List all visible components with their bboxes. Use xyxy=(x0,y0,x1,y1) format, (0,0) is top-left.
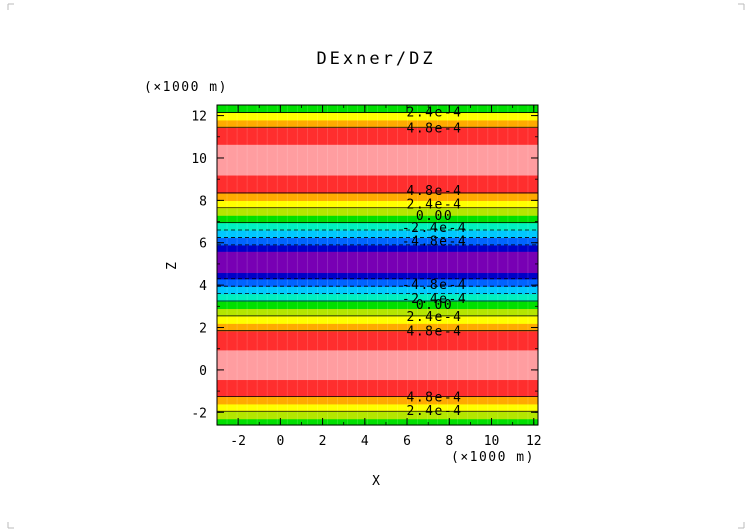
heatmap-band xyxy=(217,112,538,121)
heatmap-band xyxy=(217,286,538,295)
contour-label: 2.4e-4 xyxy=(407,404,463,419)
contour-label: -2.4e-4 xyxy=(402,292,467,307)
heatmap-band xyxy=(217,396,538,405)
y-tick-label: 10 xyxy=(191,152,207,167)
heatmap-band xyxy=(217,315,538,324)
heatmap-band xyxy=(217,207,538,216)
x-tick-label: -2 xyxy=(230,434,246,449)
heatmap-band xyxy=(217,119,538,128)
contour-label: -4.8e-4 xyxy=(402,278,467,293)
contour-label: 0.00 xyxy=(416,298,453,313)
contour-label: 0.00 xyxy=(416,209,453,224)
contour-labels: 2.4e-44.8e-44.8e-42.4e-40.00-2.4e-4-4.8e… xyxy=(402,105,467,419)
contour-label: 4.8e-4 xyxy=(407,325,463,340)
x-tick-label: 6 xyxy=(403,434,411,449)
heatmap-band xyxy=(217,418,538,426)
y-axis-ticks: -2 0 2 4 6 8 10 12 xyxy=(191,110,538,421)
contour-label: 2.4e-4 xyxy=(407,105,463,120)
heatmap-bands xyxy=(217,105,538,426)
heatmap-band xyxy=(217,272,538,280)
heatmap-band xyxy=(217,144,538,176)
heatmap-band xyxy=(217,379,538,397)
heatmap-band xyxy=(217,105,538,114)
x-tick-label: 8 xyxy=(445,434,453,449)
y-tick-label: 8 xyxy=(199,194,207,209)
heatmap-band xyxy=(217,174,538,194)
contour-label: 4.8e-4 xyxy=(407,390,463,405)
x-tick-label: 2 xyxy=(319,434,327,449)
heatmap-band xyxy=(217,237,538,246)
heatmap-band xyxy=(217,251,538,274)
heatmap-band xyxy=(217,222,538,231)
x-axis-label: X xyxy=(372,474,380,489)
chart-title: DExner/DZ xyxy=(316,49,435,69)
y-axis-unit: (×1000 m) xyxy=(144,80,228,95)
y-axis-label: Z xyxy=(165,262,180,270)
y-tick-label: -2 xyxy=(191,406,207,421)
heatmap-band xyxy=(217,244,538,252)
plot-frame xyxy=(216,104,539,426)
heatmap-band xyxy=(217,127,538,145)
x-axis-unit: (×1000 m) xyxy=(451,450,535,465)
heatmap-band xyxy=(217,215,538,224)
heatmap-band xyxy=(217,200,538,209)
contour-label: -4.8e-4 xyxy=(402,235,467,250)
y-tick-label: 12 xyxy=(191,110,207,125)
contour-label: 4.8e-4 xyxy=(407,121,463,136)
heatmap-band xyxy=(217,411,538,420)
heatmap-band xyxy=(217,308,538,317)
contour-label: 2.4e-4 xyxy=(407,198,463,213)
contour-label: 4.8e-4 xyxy=(407,184,463,199)
heatmap-band xyxy=(217,403,538,412)
x-tick-label: 12 xyxy=(526,434,542,449)
heatmap-band xyxy=(217,301,538,310)
y-tick-label: 2 xyxy=(199,322,207,337)
page-corner-marks xyxy=(7,3,745,529)
heatmap-band xyxy=(217,330,538,351)
x-tick-label: 10 xyxy=(484,434,500,449)
contour-label: 2.4e-4 xyxy=(407,310,463,325)
contour-lines xyxy=(217,112,538,412)
x-tick-label: 4 xyxy=(361,434,369,449)
x-tick-label: 0 xyxy=(276,434,284,449)
y-tick-label: 0 xyxy=(199,364,207,379)
heatmap-band xyxy=(217,192,538,201)
heatmap-band xyxy=(217,323,538,332)
heatmap-band xyxy=(217,349,538,381)
heatmap-band xyxy=(217,293,538,302)
contour-label: -2.4e-4 xyxy=(402,221,467,236)
heatmap-band xyxy=(217,230,538,239)
y-tick-label: 4 xyxy=(199,279,207,294)
x-axis-ticks: -2 0 2 4 6 8 10 12 xyxy=(216,105,542,449)
y-tick-label: 6 xyxy=(199,237,207,252)
heatmap-band xyxy=(217,278,538,287)
